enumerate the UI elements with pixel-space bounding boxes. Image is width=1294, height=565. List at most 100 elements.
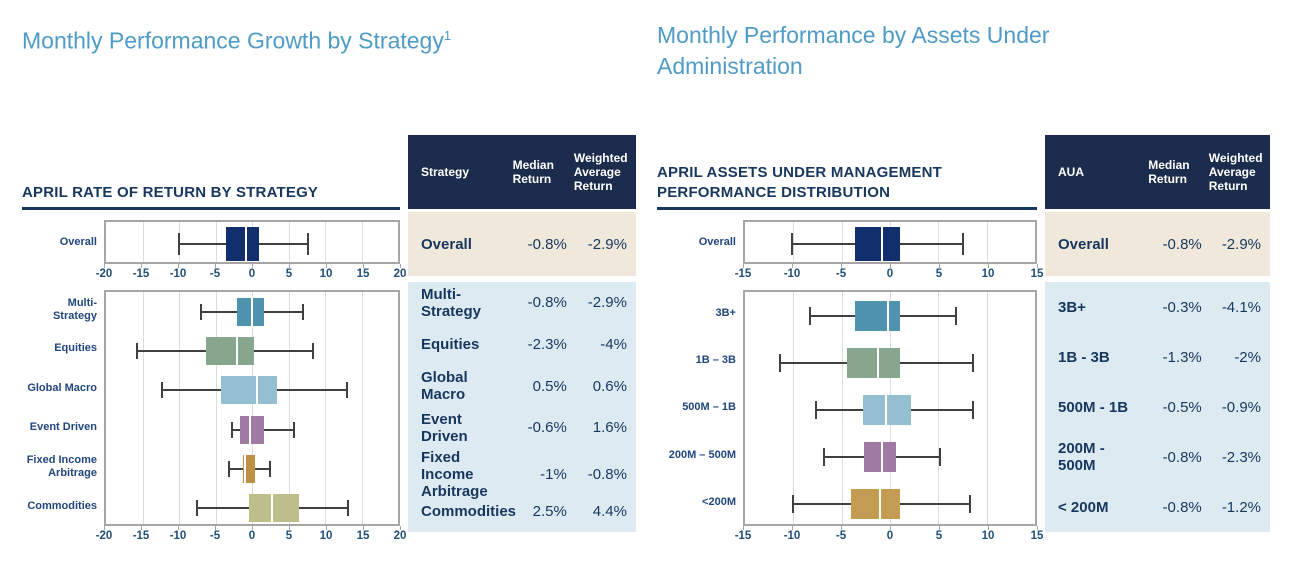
median-value: -0.6% bbox=[527, 419, 567, 437]
axis-tick-mark bbox=[939, 264, 940, 268]
axis-tick-mark bbox=[743, 264, 744, 268]
overall-weighted: -2.9% bbox=[587, 235, 627, 253]
row-label: Event Driven bbox=[421, 410, 468, 445]
row-label: 500M - 1B bbox=[1058, 398, 1129, 416]
row-label: 200M - 500M bbox=[1058, 440, 1105, 474]
row-label: Commodities bbox=[421, 502, 517, 520]
weighted-value: -0.9% bbox=[1221, 398, 1261, 416]
axis-tick-mark bbox=[890, 264, 891, 268]
strategy-overall-boxplot: Overall -20 -15 -10 -5 0 5 10 15 20 bbox=[22, 220, 406, 283]
axis-tick-mark bbox=[988, 264, 989, 268]
whisker-cap bbox=[939, 448, 942, 467]
axis-tick-mark bbox=[1037, 526, 1038, 530]
axis-tick-mark bbox=[890, 526, 891, 530]
axis-tick-label: -10 bbox=[169, 529, 187, 542]
axis-tick-label: -5 bbox=[835, 268, 847, 280]
plot-area: -15 -10 -5 0 5 10 15 bbox=[735, 220, 1043, 283]
category-label: 500M – 1B bbox=[657, 384, 743, 431]
plot-frame bbox=[743, 220, 1037, 264]
x-axis: -20 -15 -10 -5 0 5 10 15 20 bbox=[96, 525, 406, 545]
iqr-box bbox=[249, 494, 299, 523]
median-value: -2.3% bbox=[527, 336, 567, 354]
axis-tick-mark bbox=[141, 264, 142, 268]
axis-tick-label: 15 bbox=[1030, 268, 1044, 280]
axis-tick-mark bbox=[326, 525, 327, 530]
weighted-value: -4% bbox=[600, 336, 627, 354]
axis-tick-label: -20 bbox=[95, 268, 113, 280]
whisker-cap bbox=[136, 342, 139, 359]
axis-tick-mark bbox=[841, 526, 842, 530]
aua-returns-table: AUA Median Return Weighted Average Return O… bbox=[1045, 135, 1270, 532]
row-label: Equities bbox=[421, 336, 480, 354]
boxplot-row bbox=[106, 371, 398, 410]
median-line bbox=[251, 297, 253, 326]
category-label: Event Driven bbox=[22, 408, 104, 447]
table-row: 500M - 1B -0.5% -0.9% bbox=[1045, 382, 1270, 432]
table-row: Fixed Income Arbitrage -1% -0.8% bbox=[408, 449, 636, 500]
strategy-panel-title: Monthly Performance Growth by Strategy1 bbox=[22, 20, 582, 57]
table-row: Multi-Strategy -0.8% -2.9% bbox=[408, 282, 636, 324]
median-value: -0.3% bbox=[1162, 298, 1202, 316]
whisker-cap bbox=[969, 495, 972, 514]
category-label: <200M bbox=[657, 479, 743, 526]
axis-tick-mark bbox=[252, 525, 253, 530]
whisker-cap bbox=[345, 382, 348, 399]
table-header-row: Strategy Median Return Weighted Average Re… bbox=[408, 135, 636, 209]
gridline bbox=[325, 292, 326, 524]
axis-tick-mark bbox=[792, 526, 793, 530]
median-value: -0.5% bbox=[1162, 398, 1202, 416]
axis-tick-label: -15 bbox=[132, 268, 150, 280]
whisker-cap bbox=[307, 233, 310, 255]
overall-median: -0.8% bbox=[1162, 235, 1202, 253]
axis-tick-mark bbox=[939, 526, 940, 530]
whisker-cap bbox=[268, 460, 271, 477]
boxplot-row bbox=[106, 331, 398, 370]
weighted-value: -4.1% bbox=[1221, 298, 1261, 316]
boxplot-row bbox=[106, 449, 398, 488]
iqr-box bbox=[239, 415, 265, 444]
median-line bbox=[887, 300, 890, 331]
median-line bbox=[245, 227, 248, 261]
category-label-line: Arbitrage bbox=[48, 466, 97, 479]
median-line bbox=[256, 376, 259, 405]
gridline bbox=[325, 222, 326, 262]
plot-area: -20 -15 -10 -5 0 5 10 15 20 bbox=[96, 290, 406, 545]
category-label-line: <200M bbox=[702, 495, 736, 508]
table-row: 200M - 500M -0.8% -2.3% bbox=[1045, 432, 1270, 482]
axis-tick-mark bbox=[215, 264, 216, 268]
gridline bbox=[142, 292, 144, 524]
gridline bbox=[215, 222, 217, 262]
strategy-groups-boxplot: Multi- Strategy Equities Global Macro Event … bbox=[22, 290, 406, 545]
weighted-value: -2.3% bbox=[1221, 448, 1261, 466]
axis-tick-label: 10 bbox=[319, 268, 333, 280]
axis-tick-mark bbox=[104, 525, 105, 530]
axis-tick-label: 15 bbox=[356, 529, 370, 542]
median-value: -1% bbox=[540, 465, 567, 483]
median-value: -0.8% bbox=[1162, 448, 1202, 466]
gridline bbox=[986, 222, 988, 262]
axis-tick-mark bbox=[289, 525, 290, 530]
axis-tick-mark bbox=[363, 264, 364, 268]
category-label-line: Event Driven bbox=[29, 421, 97, 434]
plot-frame bbox=[104, 290, 400, 526]
whisker-cap bbox=[791, 233, 794, 255]
axis-tick-mark bbox=[400, 264, 401, 268]
axis-tick-mark bbox=[178, 264, 179, 268]
iqr-box bbox=[221, 376, 277, 405]
strategy-chart-header-text: APRIL RATE OF RETURN BY STRATEGY bbox=[22, 184, 319, 201]
plot-frame bbox=[743, 290, 1037, 526]
axis-tick-label: 15 bbox=[1030, 530, 1044, 542]
median-value: -1.3% bbox=[1162, 348, 1202, 366]
median-line bbox=[236, 336, 239, 365]
category-label-line: 500M – 1B bbox=[682, 401, 736, 414]
category-label: Multi- Strategy bbox=[22, 290, 104, 329]
iqr-box bbox=[855, 300, 900, 331]
category-label-line: Strategy bbox=[52, 309, 97, 322]
table-overall-row: Overall -0.8% -2.9% bbox=[1045, 212, 1270, 276]
boxplot-row bbox=[745, 434, 1035, 481]
median-line bbox=[271, 494, 274, 523]
gridline bbox=[142, 222, 144, 262]
iqr-box bbox=[855, 227, 900, 261]
table-header-cell: Weighted Average Return bbox=[1208, 151, 1263, 193]
